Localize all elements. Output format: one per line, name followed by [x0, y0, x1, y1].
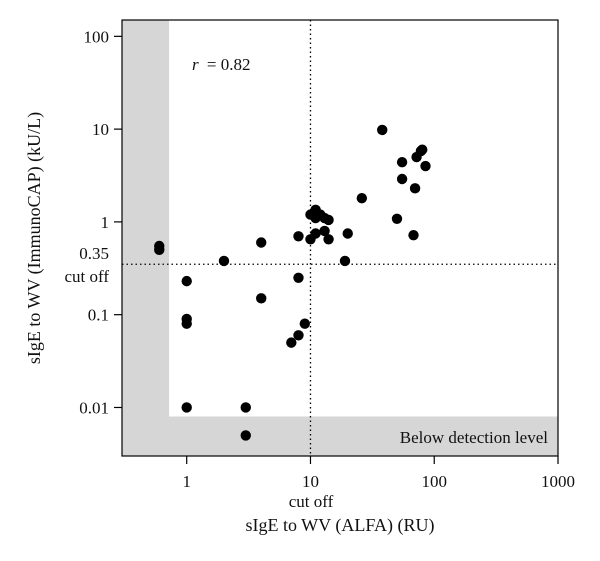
cutoff-lines	[122, 20, 558, 456]
y-cutoff-text-label: cut off	[64, 267, 109, 286]
data-point	[256, 237, 267, 248]
data-point	[218, 255, 230, 267]
data-point	[181, 275, 192, 287]
detection-shade-horizontal	[122, 416, 558, 456]
correlation-annotation: r = 0.82	[192, 55, 250, 74]
below-detection-label: Below detection level	[400, 428, 549, 447]
data-point	[181, 402, 192, 413]
x-tick-label: 10	[302, 472, 319, 491]
x-tick-label: 1000	[541, 472, 575, 491]
data-point	[420, 160, 431, 172]
y-tick-label: 0.1	[88, 306, 109, 325]
y-tick-label: 10	[92, 120, 109, 139]
correlation-value: = 0.82	[207, 55, 251, 74]
y-tick-label: 0.01	[79, 398, 109, 417]
y-tick-label: 1	[101, 213, 110, 232]
detection-shade-vertical	[122, 20, 170, 456]
data-point	[323, 214, 334, 226]
data-points	[154, 124, 431, 441]
y-tick-label: 100	[84, 27, 110, 46]
data-point	[293, 330, 304, 341]
data-point	[396, 173, 408, 185]
data-point	[299, 318, 311, 329]
x-axis-ticks: 1 10 100 1000	[182, 456, 575, 491]
x-tick-label: 100	[421, 472, 447, 491]
data-point	[409, 183, 421, 194]
data-point	[339, 255, 351, 267]
correlation-symbol: r	[192, 55, 199, 74]
x-axis-label: sIgE to WV (ALFA) (RU)	[246, 515, 435, 536]
x-tick-label: 1	[182, 472, 191, 491]
plot-frame	[121, 19, 559, 457]
data-point	[240, 430, 251, 441]
data-point	[310, 228, 321, 239]
y-cutoff-value-label: 0.35	[79, 244, 109, 263]
y-axis-ticks: 0.01 0.1 1 10 100	[79, 27, 122, 417]
data-point	[154, 244, 165, 256]
data-point	[181, 318, 192, 329]
data-point	[342, 228, 353, 239]
data-point	[356, 193, 368, 204]
data-point	[319, 225, 330, 237]
below-detection-shade	[122, 20, 558, 456]
data-point	[377, 124, 388, 136]
data-point	[293, 272, 304, 283]
data-point	[417, 144, 428, 155]
data-point	[293, 231, 304, 242]
x-cutoff-text-label: cut off	[289, 492, 334, 511]
data-point	[396, 157, 408, 168]
data-point	[286, 337, 297, 348]
data-point	[391, 213, 403, 225]
data-point	[408, 229, 419, 241]
data-point	[323, 234, 334, 245]
data-point	[256, 293, 267, 304]
y-axis-label: sIgE to WV (ImmunoCAP) (kU/L)	[24, 112, 45, 364]
data-point	[240, 402, 251, 413]
